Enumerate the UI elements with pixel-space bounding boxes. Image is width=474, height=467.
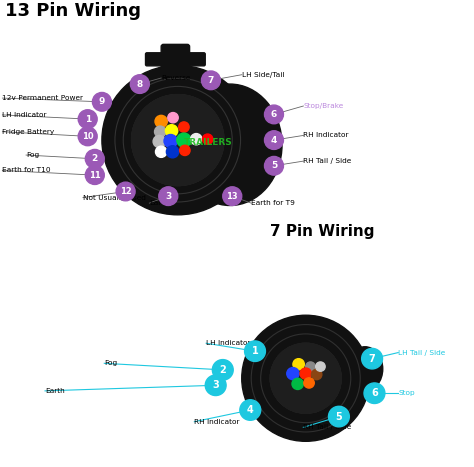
Text: 5: 5	[336, 411, 342, 422]
Text: RH Indicator: RH Indicator	[303, 133, 349, 138]
Text: LH Indicator: LH Indicator	[206, 340, 251, 346]
Circle shape	[130, 75, 149, 93]
Circle shape	[92, 92, 111, 111]
Ellipse shape	[249, 355, 287, 402]
FancyBboxPatch shape	[146, 53, 205, 66]
Text: LH Side/Tail: LH Side/Tail	[242, 72, 284, 78]
Circle shape	[292, 378, 303, 389]
Circle shape	[116, 182, 135, 201]
Text: Fog: Fog	[104, 361, 118, 366]
Text: Not Usually Used: Not Usually Used	[83, 195, 146, 200]
Circle shape	[245, 341, 265, 361]
Text: RH Indicator: RH Indicator	[194, 419, 240, 425]
Circle shape	[293, 359, 304, 370]
Text: 2: 2	[219, 365, 226, 375]
Text: 3: 3	[212, 380, 219, 390]
Text: 13: 13	[227, 191, 238, 201]
Circle shape	[164, 134, 177, 148]
Text: Stop: Stop	[398, 390, 415, 396]
Text: Earth for T10: Earth for T10	[2, 168, 51, 173]
Text: Earth: Earth	[45, 388, 65, 394]
Circle shape	[155, 146, 167, 157]
Text: 7: 7	[369, 354, 375, 364]
Text: 12: 12	[120, 187, 131, 196]
Circle shape	[264, 131, 283, 149]
Ellipse shape	[131, 94, 224, 186]
Circle shape	[362, 348, 383, 369]
Text: 4: 4	[247, 405, 254, 415]
Circle shape	[78, 127, 97, 146]
Circle shape	[212, 360, 233, 380]
Circle shape	[223, 187, 242, 205]
Text: 7 Pin Wiring: 7 Pin Wiring	[270, 224, 374, 239]
Text: RH Tail / Side: RH Tail / Side	[303, 425, 352, 430]
Text: 1: 1	[252, 346, 258, 356]
Ellipse shape	[178, 84, 282, 205]
Circle shape	[85, 149, 104, 168]
Circle shape	[179, 122, 189, 132]
Text: 6: 6	[371, 388, 378, 398]
Circle shape	[166, 146, 179, 158]
Circle shape	[85, 166, 104, 184]
Circle shape	[242, 315, 370, 441]
Circle shape	[264, 156, 283, 175]
Text: TRAILERS: TRAILERS	[184, 138, 233, 147]
Circle shape	[155, 126, 166, 137]
Text: Stop/Brake: Stop/Brake	[303, 103, 344, 109]
Text: LH Indicator: LH Indicator	[2, 112, 47, 118]
Text: Fridge Battery: Fridge Battery	[2, 129, 55, 134]
Text: 1: 1	[84, 114, 91, 124]
Text: 7: 7	[208, 76, 214, 85]
Circle shape	[78, 110, 97, 128]
Circle shape	[155, 115, 167, 127]
Circle shape	[287, 368, 299, 380]
Text: 10: 10	[82, 132, 93, 141]
Circle shape	[300, 368, 311, 379]
Circle shape	[153, 135, 165, 148]
Text: 8: 8	[137, 79, 143, 89]
Circle shape	[270, 343, 341, 413]
Circle shape	[240, 400, 261, 420]
Circle shape	[191, 134, 202, 145]
Circle shape	[328, 406, 349, 427]
Text: 5: 5	[271, 161, 277, 170]
Ellipse shape	[347, 347, 383, 391]
Circle shape	[364, 383, 385, 403]
Text: Earth for T9: Earth for T9	[251, 200, 295, 206]
Circle shape	[168, 113, 178, 123]
Text: 6: 6	[271, 110, 277, 119]
Text: 11: 11	[89, 170, 100, 180]
Text: 13 Pin Wiring: 13 Pin Wiring	[5, 2, 141, 21]
Circle shape	[201, 71, 220, 90]
Circle shape	[165, 125, 178, 137]
Circle shape	[306, 362, 315, 371]
Circle shape	[311, 369, 322, 380]
Circle shape	[304, 378, 314, 388]
Ellipse shape	[102, 65, 254, 215]
Circle shape	[180, 145, 190, 156]
Circle shape	[202, 134, 213, 144]
Text: Fog: Fog	[26, 152, 39, 158]
Circle shape	[264, 105, 283, 124]
Text: LH Tail / Side: LH Tail / Side	[398, 350, 446, 355]
Text: Earth: Earth	[149, 200, 169, 206]
Text: 12v Permanent Power: 12v Permanent Power	[2, 95, 83, 101]
Text: 3: 3	[165, 191, 172, 201]
Text: 4: 4	[271, 135, 277, 145]
Circle shape	[159, 187, 178, 205]
Text: 9: 9	[99, 97, 105, 106]
FancyBboxPatch shape	[161, 44, 190, 73]
Circle shape	[177, 133, 191, 147]
Text: Reverse: Reverse	[161, 75, 191, 81]
Circle shape	[205, 375, 226, 396]
Text: RH Tail / Side: RH Tail / Side	[303, 158, 352, 164]
Text: 2: 2	[91, 154, 98, 163]
Circle shape	[316, 362, 325, 371]
